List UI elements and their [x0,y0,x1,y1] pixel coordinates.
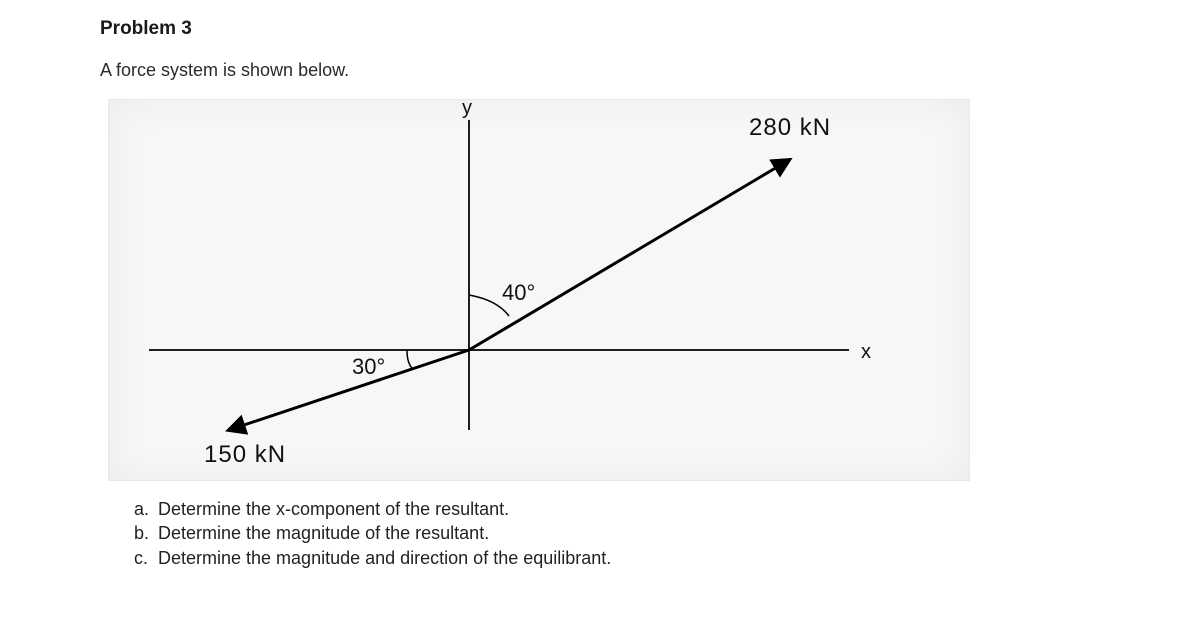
list-letter: c. [134,546,158,570]
force-vector-280 [469,160,789,350]
question-list: a. Determine the x-component of the resu… [100,497,1100,570]
force-label-150: 150 kN [204,441,286,468]
y-axis-label: y [462,100,472,119]
list-item: a. Determine the x-component of the resu… [134,497,1100,521]
problem-intro: A force system is shown below. [100,60,1100,81]
list-item: c. Determine the magnitude and direction… [134,546,1100,570]
angle-arc-30 [407,350,413,369]
list-text: Determine the magnitude and direction of… [158,546,611,570]
x-axis-label: x [861,341,871,363]
list-item: b. Determine the magnitude of the result… [134,521,1100,545]
force-diagram: x y 280 kN 150 kN 40° 30° [108,99,970,481]
angle-label-30: 30° [352,354,385,379]
list-text: Determine the magnitude of the resultant… [158,521,489,545]
force-vector-150 [229,350,469,430]
list-text: Determine the x-component of the resulta… [158,497,509,521]
list-letter: a. [134,497,158,521]
force-label-280: 280 kN [749,114,831,141]
list-letter: b. [134,521,158,545]
problem-heading: Problem 3 [100,18,1100,40]
angle-label-40: 40° [502,280,535,305]
